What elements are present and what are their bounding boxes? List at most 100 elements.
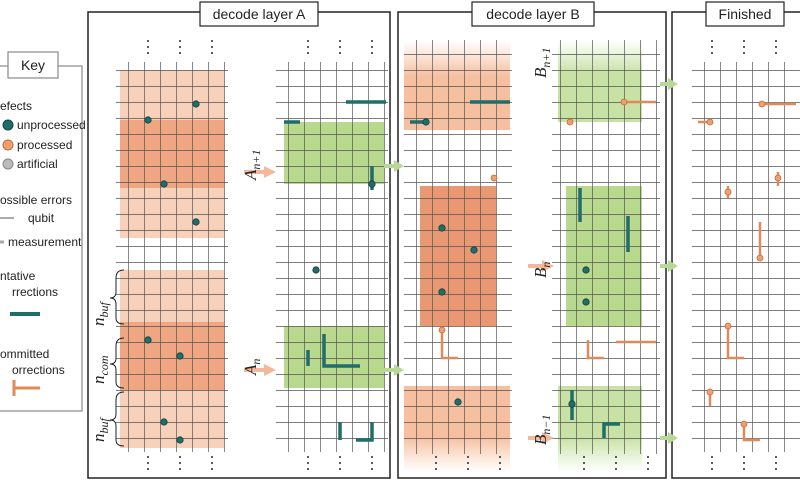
layer-label: n+1 <box>249 150 263 170</box>
arrows <box>542 260 554 272</box>
layer-label: A <box>241 169 260 181</box>
layer-label: A <box>241 364 260 376</box>
panel-tabs <box>471 1 595 27</box>
tentative-corrections <box>284 100 630 442</box>
layer-label: n−1 <box>539 415 553 435</box>
defects <box>144 336 152 344</box>
defects <box>160 418 168 426</box>
buffer-label: n <box>89 434 108 443</box>
defects <box>176 352 184 360</box>
buffer-label: nbuf <box>89 301 111 327</box>
layer-label: Bn+1 <box>531 48 553 79</box>
defects <box>144 100 590 444</box>
panel-tabs <box>705 1 785 27</box>
key-panel <box>7 51 59 79</box>
layer-label: B <box>531 434 550 445</box>
defects <box>368 180 376 188</box>
layer-label: B <box>531 267 550 278</box>
key-tentative: ntative <box>0 269 36 283</box>
arrows <box>394 364 404 376</box>
key-defects: efects <box>0 99 32 113</box>
grids <box>692 62 800 452</box>
layer-label: n+1 <box>539 48 553 68</box>
key-committed: orrections <box>12 363 65 377</box>
buffer-label: nbuf <box>89 417 111 443</box>
processed-defects <box>438 98 782 428</box>
defects <box>160 180 168 188</box>
grids <box>404 40 512 454</box>
buffer-label: buf <box>97 417 111 434</box>
key-artificial: artificial <box>17 157 58 171</box>
defects <box>568 400 576 408</box>
tentative-corrections <box>570 188 630 438</box>
key-processed: processed <box>17 138 72 152</box>
arrows <box>668 432 678 444</box>
tentative-corrections <box>284 100 386 442</box>
committed-corrections <box>440 100 656 360</box>
key-panel <box>2 119 14 131</box>
processed-defects <box>740 420 748 428</box>
panel-title: Finished <box>719 6 772 22</box>
defects <box>192 218 200 226</box>
arrows <box>668 260 678 272</box>
defects <box>582 298 590 306</box>
layer-label: B <box>531 67 550 78</box>
buffer-label: n <box>89 318 108 327</box>
arrows <box>264 364 276 376</box>
key-panel <box>2 158 14 170</box>
processed-defects <box>756 254 764 262</box>
panel-title: decode layer A <box>213 6 306 22</box>
processed-defects <box>758 100 766 108</box>
processed-defects <box>706 118 714 126</box>
braces <box>109 337 125 389</box>
panel-tabs <box>199 1 319 27</box>
layer-label: Bn−1 <box>531 415 553 446</box>
key-committed: ommitted <box>0 347 49 361</box>
grids <box>116 40 800 454</box>
key-panel <box>2 139 14 151</box>
key-tentative: rrections <box>12 285 58 299</box>
processed-defects <box>724 188 732 196</box>
commit-label: ncom <box>89 355 111 384</box>
layer-label: n <box>539 262 553 268</box>
braces <box>109 391 125 447</box>
key-qubit: qubit <box>28 211 55 225</box>
arrows <box>394 160 404 172</box>
layer-label: Bn <box>531 262 553 278</box>
defects <box>312 266 320 274</box>
key-panel <box>0 51 83 412</box>
defects <box>438 288 446 296</box>
processed-defects <box>620 98 628 106</box>
processed-defects <box>724 322 732 330</box>
braces <box>109 269 125 447</box>
grids <box>116 62 228 452</box>
commit-label: n <box>89 376 108 385</box>
buffer-label: buf <box>97 301 111 318</box>
processed-defects <box>774 174 782 182</box>
arrows <box>542 432 554 444</box>
defects <box>470 246 478 254</box>
defects <box>454 398 462 406</box>
panel-tabs <box>199 1 785 27</box>
braces <box>109 269 125 325</box>
layer-label: An+1 <box>241 150 263 182</box>
processed-defects <box>566 118 574 126</box>
processed-defects <box>490 174 498 182</box>
arrows <box>668 78 678 90</box>
defects <box>422 118 430 126</box>
grids <box>276 62 388 452</box>
arrows <box>244 78 678 444</box>
commit-label: com <box>97 355 111 375</box>
key-unprocessed: unprocessed <box>17 118 86 132</box>
key-title: Key <box>21 57 45 73</box>
key-measurement: measurement <box>8 235 82 249</box>
arrows <box>264 166 276 178</box>
key-errors: ossible errors <box>0 193 72 207</box>
layer-label: An <box>241 359 263 376</box>
panel-title: decode layer B <box>486 6 579 22</box>
grids <box>552 40 660 454</box>
processed-defects <box>438 326 446 334</box>
defects <box>144 116 152 124</box>
defects <box>582 266 590 274</box>
